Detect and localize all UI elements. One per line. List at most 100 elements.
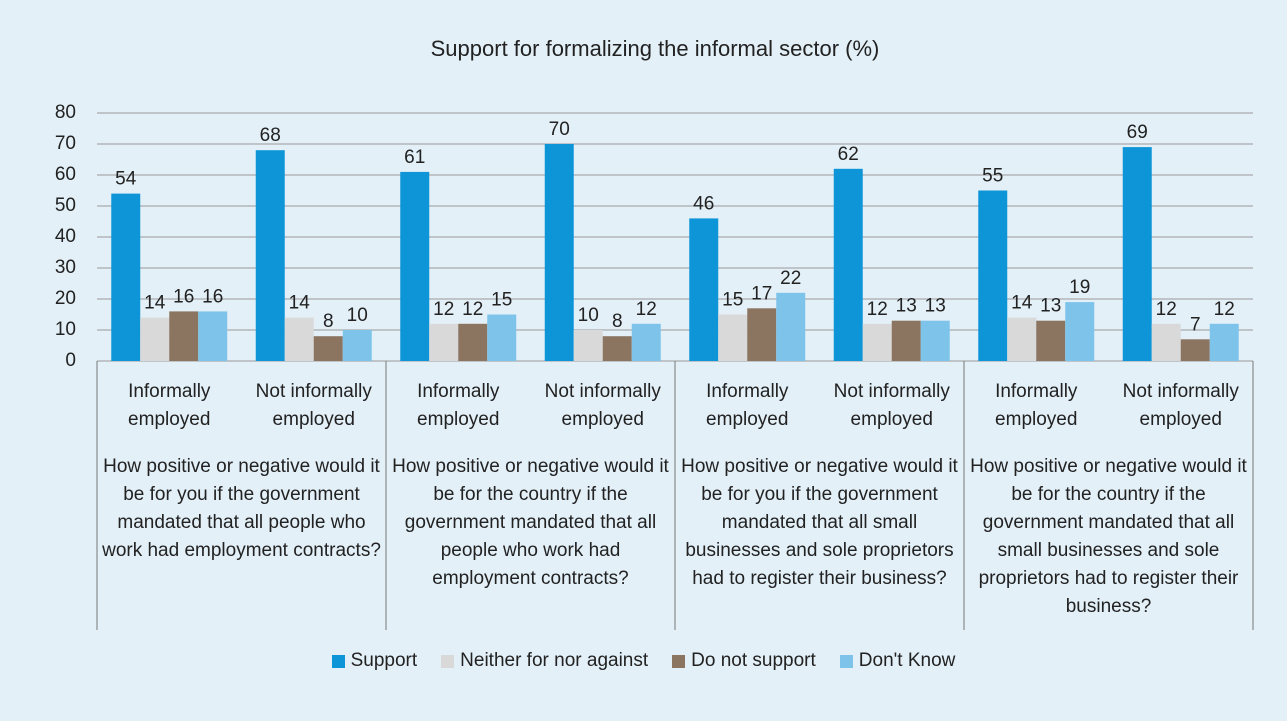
legend-label: Do not support [691,650,816,671]
data-label: 8 [323,311,334,332]
x-tick-label: Informally employed [128,381,211,430]
y-tick-label: 10 [55,319,76,340]
bar [400,171,430,361]
data-label: 10 [347,305,368,326]
bar [544,144,574,361]
bar [255,150,285,361]
bar [891,320,921,361]
bar [111,193,141,361]
bar [747,308,777,361]
x-tick-label: Informally employed [706,381,789,430]
bar [1036,320,1066,361]
data-label: 16 [202,286,223,307]
y-tick-label: 20 [55,288,76,309]
data-label: 70 [549,119,570,140]
legend-swatch [672,654,686,668]
chart-title: Support for formalizing the informal sec… [431,36,880,61]
group-label: How positive or negative would it be for… [970,456,1247,617]
bar [1065,302,1095,361]
bar [1151,323,1181,361]
data-label: 61 [404,147,425,168]
legend-label: Support [350,650,418,671]
data-label: 15 [491,290,512,311]
bar [833,168,863,361]
legend-swatch [839,654,853,668]
data-label: 54 [115,169,137,190]
bar [1007,317,1037,361]
bar [487,314,517,361]
data-label: 62 [838,144,859,165]
data-label: 22 [780,268,801,289]
bar [429,323,459,361]
data-label: 12 [636,299,657,320]
data-label: 10 [578,305,599,326]
data-label: 12 [1156,299,1177,320]
data-label: 7 [1190,314,1201,335]
legend-item: Support [331,650,418,672]
bar [978,190,1008,361]
bar [602,336,632,361]
bar [284,317,314,361]
bar [198,311,228,361]
data-label: 12 [433,299,454,320]
data-label: 13 [925,296,946,317]
data-label: 19 [1069,277,1090,298]
group-label: How positive or negative would it be for… [102,456,381,561]
x-tick-label: Not informally employed [833,381,950,430]
data-label: 16 [173,286,194,307]
y-tick-label: 40 [55,226,76,247]
data-label: 68 [260,125,281,146]
data-label: 46 [693,193,714,214]
x-tick-label: Not informally employed [1122,381,1239,430]
y-tick-label: 50 [55,195,76,216]
legend-item: Do not support [672,650,816,672]
data-label: 55 [982,166,1003,187]
legend-label: Don't Know [858,650,956,671]
legend: Support Neither for nor against Do not sup… [0,650,1287,672]
y-tick-label: 70 [55,133,76,154]
bar [573,330,603,361]
data-label: 13 [896,296,917,317]
x-tick-label: Informally employed [995,381,1078,430]
x-tick-label: Not informally employed [255,381,372,430]
group-label: How positive or negative would it be for… [681,456,958,589]
y-tick-label: 0 [65,350,76,371]
legend-item: Don't Know [839,650,956,672]
data-label: 8 [612,311,623,332]
data-label: 14 [289,293,311,314]
legend-swatch [331,654,345,668]
data-label: 12 [1214,299,1235,320]
x-tick-label: Not informally employed [544,381,661,430]
bar [1122,147,1152,361]
legend-swatch [441,654,455,668]
bar [1209,323,1239,361]
bar [169,311,199,361]
bar [689,218,719,361]
bar [631,323,661,361]
data-label: 14 [144,293,166,314]
bar [920,320,950,361]
data-label: 13 [1040,296,1061,317]
y-tick-label: 30 [55,257,76,278]
bar [140,317,170,361]
legend-item: Neither for nor against [441,650,648,672]
data-label: 69 [1127,122,1148,143]
x-tick-label: Informally employed [417,381,500,430]
bar [313,336,343,361]
bar [1180,339,1210,361]
data-label: 12 [867,299,888,320]
y-tick-label: 60 [55,164,76,185]
bar [776,292,806,361]
y-tick-label: 80 [55,102,76,123]
data-label: 12 [462,299,483,320]
legend-label: Neither for nor against [460,650,649,671]
data-label: 14 [1011,293,1033,314]
bar [718,314,748,361]
bar [862,323,892,361]
data-label: 15 [722,290,743,311]
group-label: How positive or negative would it be for… [392,456,669,589]
bar [458,323,488,361]
bar [342,330,372,361]
